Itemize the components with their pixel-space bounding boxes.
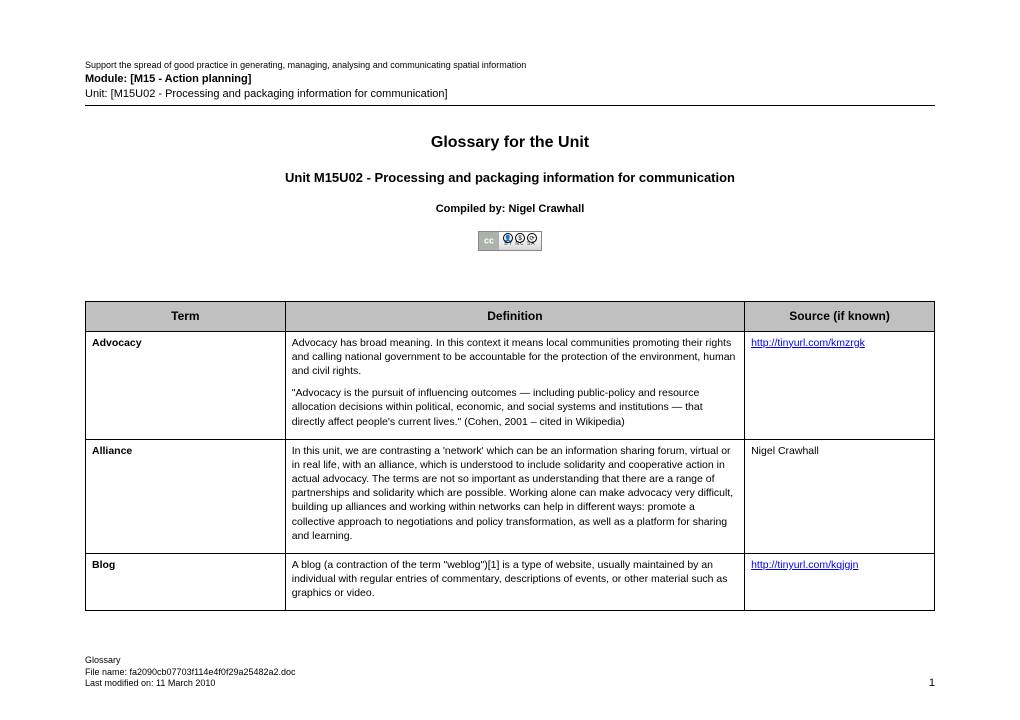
document-header: Support the spread of good practice in g… xyxy=(85,60,935,106)
source-cell: http://tinyurl.com/kmzrgk xyxy=(745,331,935,439)
source-link[interactable]: http://tinyurl.com/kqjgjn xyxy=(751,559,858,571)
table-row: BlogA blog (a contraction of the term "w… xyxy=(86,553,935,611)
cc-logo-icon xyxy=(479,232,499,250)
footer-filename: File name: fa2090cb07703f114e4f0f29a2548… xyxy=(85,667,296,679)
license-badge-wrap: 👤$⟳ BY NC SA xyxy=(85,231,935,251)
footer-page-number: 1 xyxy=(929,676,935,690)
definition-paragraph: Advocacy has broad meaning. In this cont… xyxy=(292,336,738,379)
header-module: Module: [M15 - Action planning] xyxy=(85,72,935,87)
definition-paragraph: In this unit, we are contrasting a 'netw… xyxy=(292,444,738,543)
definition-cell: Advocacy has broad meaning. In this cont… xyxy=(285,331,744,439)
definition-paragraph: A blog (a contraction of the term "weblo… xyxy=(292,558,738,601)
page-footer: Glossary File name: fa2090cb07703f114e4f… xyxy=(85,655,935,690)
source-cell: http://tinyurl.com/kqjgjn xyxy=(745,553,935,611)
header-unit: Unit: [M15U02 - Processing and packaging… xyxy=(85,87,935,106)
col-header-source: Source (if known) xyxy=(745,302,935,331)
glossary-table: Term Definition Source (if known) Advoca… xyxy=(85,301,935,611)
footer-left: Glossary File name: fa2090cb07703f114e4f… xyxy=(85,655,296,690)
cc-license-badge: 👤$⟳ BY NC SA xyxy=(478,231,542,251)
cc-terms: 👤$⟳ BY NC SA xyxy=(499,232,541,250)
term-cell: Advocacy xyxy=(86,331,286,439)
source-cell: Nigel Crawhall xyxy=(745,439,935,553)
col-header-term: Term xyxy=(86,302,286,331)
table-row: AllianceIn this unit, we are contrasting… xyxy=(86,439,935,553)
by-icon: 👤 xyxy=(503,233,513,243)
footer-title: Glossary xyxy=(85,655,296,667)
page-title: Glossary for the Unit xyxy=(85,134,935,152)
term-cell: Alliance xyxy=(86,439,286,553)
table-header-row: Term Definition Source (if known) xyxy=(86,302,935,331)
header-note: Support the spread of good practice in g… xyxy=(85,60,935,72)
compiled-by: Compiled by: Nigel Crawhall xyxy=(85,203,935,215)
table-row: AdvocacyAdvocacy has broad meaning. In t… xyxy=(86,331,935,439)
col-header-definition: Definition xyxy=(285,302,744,331)
page-subtitle: Unit M15U02 - Processing and packaging i… xyxy=(85,170,935,185)
source-link[interactable]: http://tinyurl.com/kmzrgk xyxy=(751,337,865,349)
footer-modified: Last modified on: 11 March 2010 xyxy=(85,678,296,690)
term-cell: Blog xyxy=(86,553,286,611)
definition-cell: A blog (a contraction of the term "weblo… xyxy=(285,553,744,611)
definition-cell: In this unit, we are contrasting a 'netw… xyxy=(285,439,744,553)
definition-paragraph: "Advocacy is the pursuit of influencing … xyxy=(292,386,738,429)
